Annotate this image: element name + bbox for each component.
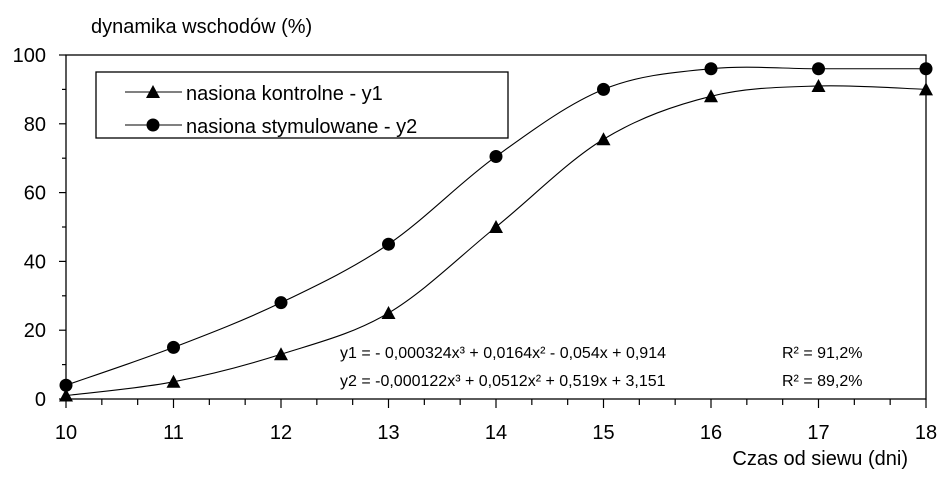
x-tick-label: 10 xyxy=(55,422,77,444)
r2-y2: R² = 89,2% xyxy=(782,373,862,390)
equation-y2: y2 = -0,000122x³ + 0,0512x² + 0,519x + 3… xyxy=(340,373,666,390)
y-tick-label: 20 xyxy=(24,320,46,342)
x-tick-label: 16 xyxy=(700,422,722,444)
legend-label: nasiona kontrolne - y1 xyxy=(186,83,383,105)
legend: nasiona kontrolne - y1 nasiona stymulowan… xyxy=(95,71,509,139)
data-point-series-2 xyxy=(812,62,825,76)
legend-marker-triangle xyxy=(146,85,160,98)
data-point-series-1 xyxy=(811,78,826,92)
data-point-series-2 xyxy=(704,62,718,76)
data-point-series-2 xyxy=(59,378,73,392)
x-tick-label: 13 xyxy=(377,422,399,444)
data-point-series-2 xyxy=(167,340,180,354)
y-axis-title: dynamika wschodów (%) xyxy=(91,16,312,38)
y-tick-label: 60 xyxy=(24,183,46,205)
y-tick-label: 40 xyxy=(24,251,46,273)
x-tick-label: 17 xyxy=(807,422,829,444)
y-tick-label: 0 xyxy=(35,389,46,411)
data-markers xyxy=(59,62,933,402)
data-point-series-1 xyxy=(489,220,503,233)
x-tick-label: 18 xyxy=(915,422,937,444)
data-point-series-2 xyxy=(382,237,395,251)
x-tick-label: 14 xyxy=(485,422,507,444)
r2-y1: R² = 91,2% xyxy=(782,345,862,362)
regression-annotations: y1 = - 0,000324x³ + 0,0164x² - 0,054x + … xyxy=(340,345,862,390)
y-tick-label: 80 xyxy=(24,114,46,136)
data-point-series-2 xyxy=(597,82,610,96)
x-axis-title: Czas od siewu (dni) xyxy=(732,448,908,470)
data-point-series-1 xyxy=(166,374,181,388)
x-tick-label: 11 xyxy=(163,422,184,444)
legend-marker-circle xyxy=(146,118,160,132)
data-point-series-2 xyxy=(919,62,933,76)
data-point-series-1 xyxy=(274,347,288,361)
x-tick-label: 12 xyxy=(270,422,292,444)
legend-label: nasiona stymulowane - y2 xyxy=(186,116,417,138)
x-tick-label: 15 xyxy=(592,422,614,444)
data-point-series-1 xyxy=(59,388,73,402)
equation-y1: y1 = - 0,000324x³ + 0,0164x² - 0,054x + … xyxy=(340,345,666,362)
legend-box xyxy=(95,71,509,139)
y-tick-label: 100 xyxy=(13,45,46,67)
axes: 0 20 40 60 80 100 10 11 12 13 14 15 16 17 18 xyxy=(13,45,938,444)
data-point-series-2 xyxy=(489,149,503,163)
data-point-series-1 xyxy=(596,132,611,146)
data-point-series-1 xyxy=(704,89,718,103)
data-point-series-1 xyxy=(919,82,933,96)
data-point-series-1 xyxy=(381,306,396,319)
data-point-series-2 xyxy=(274,296,288,310)
